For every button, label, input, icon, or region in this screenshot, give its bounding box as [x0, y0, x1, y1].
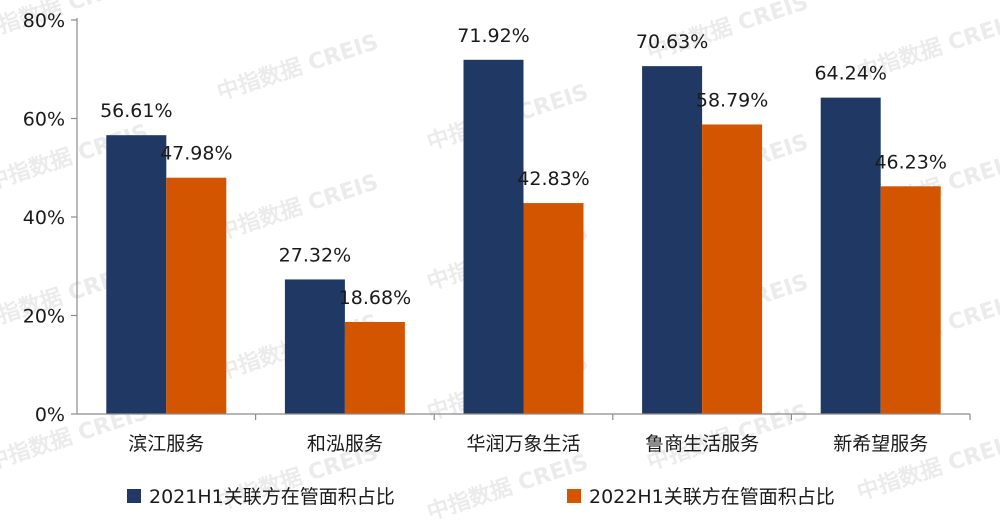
bar-2022h1-1: [344, 322, 405, 414]
y-tick-label: 20%: [23, 306, 65, 328]
bar-2021h1-2: [463, 59, 524, 414]
data-label-2021h1-4: 64.24%: [814, 63, 886, 85]
y-tick-label: 60%: [23, 109, 65, 131]
x-category-label: 滨江服务: [128, 433, 204, 455]
data-label-2022h1-4: 46.23%: [874, 151, 946, 173]
y-tick-label: 80%: [23, 10, 65, 32]
data-label-2021h1-3: 70.63%: [636, 31, 708, 53]
data-label-2022h1-1: 18.68%: [339, 287, 411, 309]
legend-swatch-2021h1: [127, 489, 141, 503]
bar-2021h1-1: [284, 279, 345, 414]
bar-2022h1-2: [523, 203, 584, 414]
x-category-label: 鲁商生活服务: [645, 433, 759, 455]
x-category-label: 新希望服务: [833, 433, 928, 455]
legend: 2021H1关联方在管面积占比 2022H1关联方在管面积占比: [127, 486, 835, 508]
bar-2022h1-3: [702, 124, 763, 414]
y-axis: 0% 20% 40% 60% 80%: [23, 10, 78, 426]
y-tick-label: 40%: [23, 207, 65, 229]
watermark-text: 中指数据 CREIS: [424, 449, 592, 521]
data-label-2022h1-3: 58.79%: [696, 89, 768, 111]
legend-swatch-2022h1: [567, 489, 581, 503]
bar-2021h1-3: [642, 66, 703, 414]
data-label-2021h1-2: 71.92%: [457, 25, 529, 47]
watermark-text: 中指数据 CREIS: [214, 29, 382, 106]
data-label-2022h1-0: 47.98%: [160, 143, 232, 165]
bars-layer: [106, 59, 941, 415]
bar-2022h1-4: [880, 186, 941, 414]
legend-label-2021h1: 2021H1关联方在管面积占比: [149, 486, 395, 508]
bar-2021h1-4: [820, 97, 881, 415]
data-labels-layer: 56.61% 47.98% 27.32% 18.68% 71.92% 42.83% 70.6…: [100, 25, 947, 309]
legend-label-2022h1: 2022H1关联方在管面积占比: [589, 486, 835, 508]
data-label-2022h1-2: 42.83%: [517, 168, 589, 190]
x-category-label: 和泓服务: [307, 433, 383, 455]
x-category-label: 华润万象生活: [466, 433, 580, 455]
data-label-2021h1-0: 56.61%: [100, 100, 172, 122]
watermark-text: 中指数据 CREIS: [0, 0, 141, 46]
watermark-text: 中指数据 CREIS: [214, 169, 382, 246]
bar-2021h1-0: [106, 135, 167, 415]
bar-2022h1-0: [166, 177, 227, 414]
data-label-2021h1-1: 27.32%: [279, 244, 351, 266]
x-axis: 滨江服务 和泓服务 华润万象生活 鲁商生活服务 新希望服务: [77, 413, 971, 455]
y-tick-label: 0%: [35, 404, 65, 426]
